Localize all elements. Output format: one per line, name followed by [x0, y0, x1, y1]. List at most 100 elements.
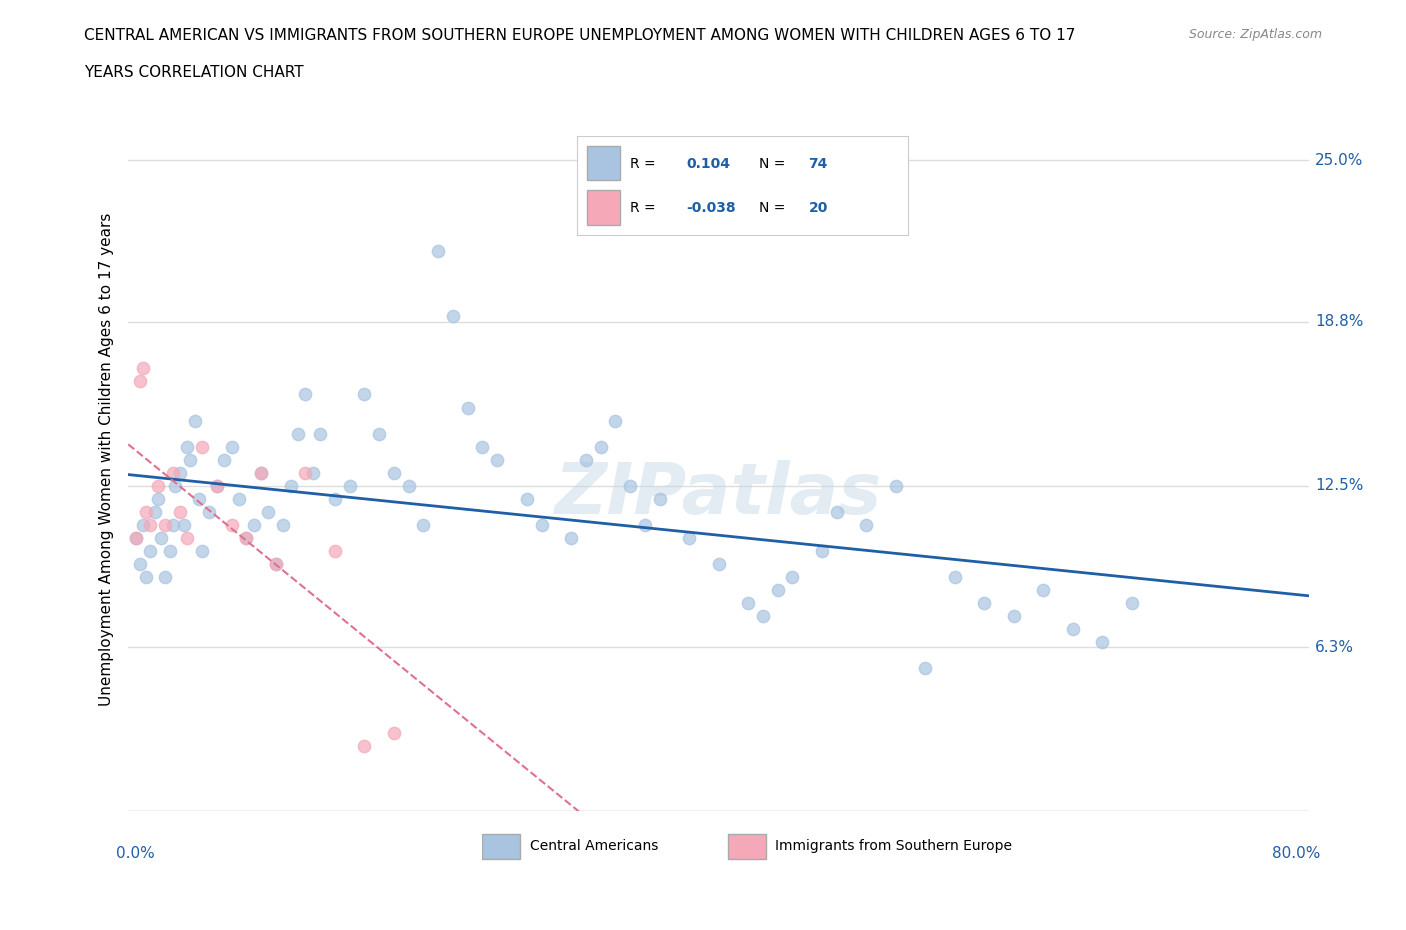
Point: [287, 426, 309, 441]
Point: [486, 452, 509, 467]
Point: [678, 530, 700, 545]
Point: [516, 491, 538, 506]
Point: [575, 452, 598, 467]
Point: [179, 452, 201, 467]
Text: 6.3%: 6.3%: [1315, 640, 1354, 655]
Point: [943, 569, 966, 584]
Point: [228, 491, 250, 506]
Point: [884, 478, 907, 493]
Point: [914, 660, 936, 675]
Point: [825, 504, 848, 519]
Point: [264, 556, 287, 571]
Point: [353, 738, 375, 753]
Point: [766, 582, 789, 597]
Point: [973, 595, 995, 610]
Point: [1002, 608, 1025, 623]
Point: [162, 465, 184, 480]
Point: [782, 569, 804, 584]
Point: [737, 595, 759, 610]
Point: [176, 530, 198, 545]
Point: [169, 465, 191, 480]
Point: [271, 517, 294, 532]
Y-axis label: Unemployment Among Women with Children Ages 6 to 17 years: Unemployment Among Women with Children A…: [100, 213, 114, 706]
Point: [139, 517, 162, 532]
Point: [169, 504, 191, 519]
Point: [427, 244, 450, 259]
Point: [368, 426, 391, 441]
Point: [323, 491, 346, 506]
Point: [124, 530, 146, 545]
Point: [153, 569, 176, 584]
Point: [323, 543, 346, 558]
Point: [221, 439, 243, 454]
Point: [250, 465, 273, 480]
Text: CENTRAL AMERICAN VS IMMIGRANTS FROM SOUTHERN EUROPE UNEMPLOYMENT AMONG WOMEN WIT: CENTRAL AMERICAN VS IMMIGRANTS FROM SOUT…: [84, 28, 1076, 43]
Point: [146, 478, 169, 493]
Point: [162, 517, 184, 532]
Point: [811, 543, 834, 558]
Point: [707, 556, 730, 571]
Point: [398, 478, 420, 493]
Point: [309, 426, 332, 441]
Point: [301, 465, 323, 480]
Point: [382, 725, 405, 740]
Point: [605, 413, 627, 428]
Point: [132, 361, 155, 376]
Text: Source: ZipAtlas.com: Source: ZipAtlas.com: [1188, 28, 1322, 41]
Point: [589, 439, 612, 454]
Point: [257, 504, 280, 519]
Text: 0.0%: 0.0%: [117, 846, 155, 861]
Text: 25.0%: 25.0%: [1315, 153, 1364, 167]
Point: [441, 309, 464, 324]
Point: [752, 608, 775, 623]
Point: [124, 530, 146, 545]
Point: [221, 517, 243, 532]
Point: [198, 504, 221, 519]
Point: [264, 556, 287, 571]
Point: [132, 517, 155, 532]
Text: YEARS CORRELATION CHART: YEARS CORRELATION CHART: [84, 65, 304, 80]
Point: [159, 543, 181, 558]
Point: [205, 478, 228, 493]
Point: [139, 543, 162, 558]
Point: [212, 452, 235, 467]
Point: [129, 556, 152, 571]
Point: [353, 387, 375, 402]
Text: 12.5%: 12.5%: [1315, 478, 1364, 493]
Point: [129, 374, 152, 389]
Text: ZIPatlas: ZIPatlas: [555, 460, 883, 529]
Point: [648, 491, 671, 506]
Point: [149, 530, 172, 545]
Point: [191, 543, 214, 558]
Point: [560, 530, 582, 545]
Point: [143, 504, 166, 519]
Point: [191, 439, 214, 454]
Point: [412, 517, 434, 532]
Point: [1032, 582, 1054, 597]
Point: [339, 478, 361, 493]
Point: [471, 439, 494, 454]
Point: [183, 413, 205, 428]
Point: [619, 478, 641, 493]
Point: [1121, 595, 1143, 610]
Point: [173, 517, 195, 532]
Point: [530, 517, 553, 532]
Point: [457, 400, 479, 415]
Point: [135, 504, 157, 519]
Point: [855, 517, 877, 532]
Point: [165, 478, 187, 493]
Point: [242, 517, 264, 532]
Point: [1062, 621, 1084, 636]
Text: 80.0%: 80.0%: [1272, 846, 1320, 861]
Point: [146, 491, 169, 506]
Point: [235, 530, 257, 545]
Point: [205, 478, 228, 493]
Point: [235, 530, 257, 545]
Point: [135, 569, 157, 584]
Point: [294, 387, 316, 402]
Point: [280, 478, 302, 493]
Point: [250, 465, 273, 480]
Point: [294, 465, 316, 480]
Point: [188, 491, 211, 506]
Point: [634, 517, 657, 532]
